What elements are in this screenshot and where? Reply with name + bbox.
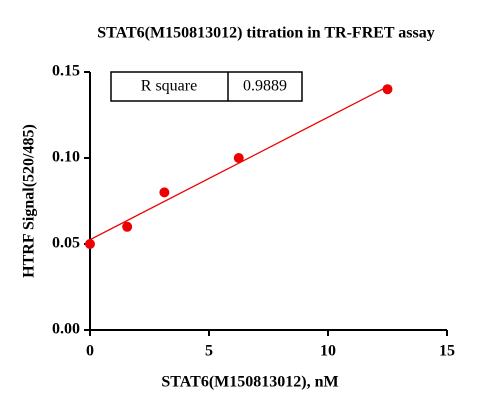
y-tick-label: 0.15: [52, 63, 80, 80]
x-axis-label: STAT6(M150813012), nM: [161, 374, 338, 391]
point: [233, 153, 244, 163]
x-tick-label: 15: [439, 343, 455, 360]
x-tick-label: 5: [205, 343, 213, 360]
x-tick-label: 0: [86, 343, 94, 360]
y-tick-label: 0.05: [52, 235, 80, 252]
annotation-value: 0.9889: [243, 78, 287, 95]
annotation-label: R square: [141, 78, 197, 95]
point: [382, 84, 393, 95]
point: [122, 221, 133, 232]
y-tick-label: 0.10: [52, 149, 80, 166]
point: [85, 239, 95, 249]
chart-title: STAT6(M150813012) titration in TR-FRET a…: [97, 25, 435, 42]
point: [159, 187, 170, 198]
y-axis-label: HTRF Signal(520/485): [21, 124, 38, 278]
y-tick-label: 0.00: [52, 321, 80, 338]
annotation-box: [110, 71, 303, 102]
fit-line: [89, 86, 388, 241]
x-tick-label: 10: [320, 343, 336, 360]
